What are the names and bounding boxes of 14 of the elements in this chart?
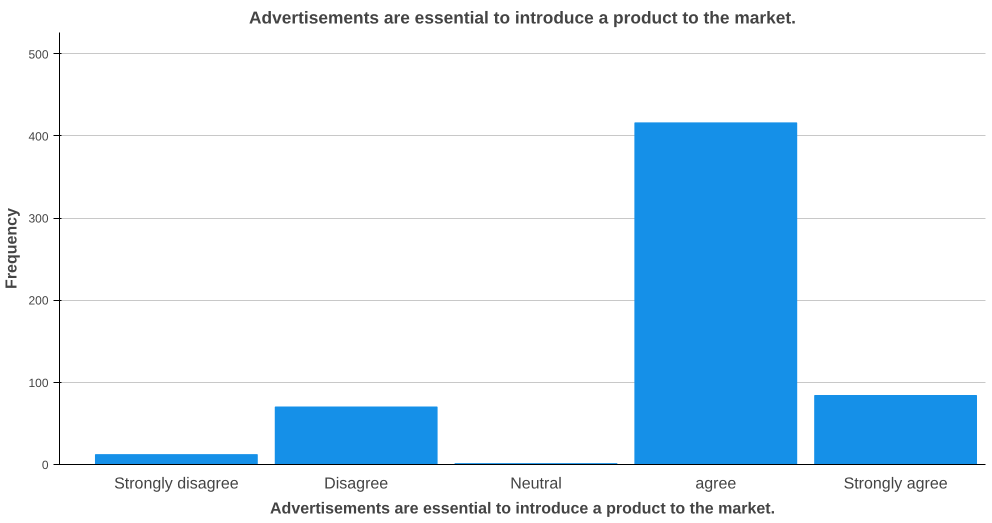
y-tick-label: 500 xyxy=(28,47,49,62)
y-axis-title: Frequency xyxy=(3,208,20,289)
y-tick-label: 300 xyxy=(28,212,49,226)
y-tick-label: 100 xyxy=(28,376,49,390)
y-tick-label: 0 xyxy=(42,458,49,472)
x-tick-label: Strongly disagree xyxy=(114,476,239,492)
x-tick-label: Neutral xyxy=(510,476,562,492)
chart-title: Advertisements are essential to introduce a product to the market. xyxy=(249,8,796,28)
x-axis-title: Advertisements are essential to introduce a product to the market. xyxy=(270,500,776,518)
y-tick-label: 200 xyxy=(28,294,49,308)
y-tick-label: 400 xyxy=(28,129,49,144)
x-tick-label: Disagree xyxy=(324,476,388,492)
x-tick-label: Strongly agree xyxy=(844,476,948,492)
x-tick-label: agree xyxy=(695,476,736,492)
